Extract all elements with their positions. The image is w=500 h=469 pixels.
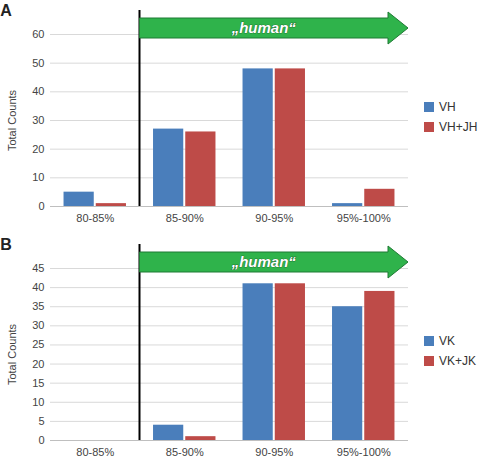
- svg-text:35: 35: [32, 300, 44, 312]
- svg-text:5: 5: [38, 415, 44, 427]
- svg-text:85-90%: 85-90%: [166, 212, 204, 224]
- svg-text:15: 15: [32, 377, 44, 389]
- svg-text:90-95%: 90-95%: [255, 446, 293, 458]
- html-text:VH+JH: VH+JH: [439, 120, 478, 134]
- svg-text:30: 30: [32, 319, 44, 331]
- svg-text:10: 10: [32, 171, 44, 183]
- svg-text:10: 10: [32, 396, 44, 408]
- svg-text:25: 25: [32, 338, 44, 350]
- svg-text:30: 30: [32, 114, 44, 126]
- svg-text:60: 60: [32, 28, 44, 40]
- svg-text:40: 40: [32, 281, 44, 293]
- svg-text:80-85%: 80-85%: [76, 446, 114, 458]
- html-text:VH: VH: [439, 100, 456, 114]
- svg-text:A: A: [0, 2, 12, 19]
- svg-text:„human“: „human“: [231, 19, 297, 36]
- svg-text:45: 45: [32, 262, 44, 274]
- svg-text:0: 0: [38, 434, 44, 446]
- svg-text:Total Counts: Total Counts: [6, 89, 18, 151]
- svg-text:95%-100%: 95%-100%: [337, 212, 391, 224]
- html-text:VK: VK: [439, 334, 455, 348]
- svg-text:Total Counts: Total Counts: [6, 323, 18, 385]
- svg-text:20: 20: [32, 358, 44, 370]
- svg-text:95%-100%: 95%-100%: [337, 446, 391, 458]
- svg-text:80-85%: 80-85%: [76, 212, 114, 224]
- svg-text:0: 0: [38, 200, 44, 212]
- svg-text:85-90%: 85-90%: [166, 446, 204, 458]
- html-text:VK+JK: VK+JK: [439, 354, 476, 368]
- svg-text:50: 50: [32, 57, 44, 69]
- svg-text:40: 40: [32, 85, 44, 97]
- svg-text:20: 20: [32, 143, 44, 155]
- svg-text:„human“: „human“: [231, 253, 297, 270]
- svg-text:90-95%: 90-95%: [255, 212, 293, 224]
- svg-text:B: B: [0, 236, 12, 253]
